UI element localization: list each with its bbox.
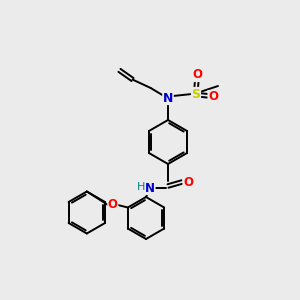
Text: N: N [145,182,155,194]
Text: O: O [192,68,202,82]
Text: H: H [137,182,145,192]
Text: O: O [183,176,193,188]
Text: N: N [163,92,173,104]
Text: O: O [108,198,118,211]
Text: O: O [208,91,218,103]
Text: S: S [191,88,200,100]
